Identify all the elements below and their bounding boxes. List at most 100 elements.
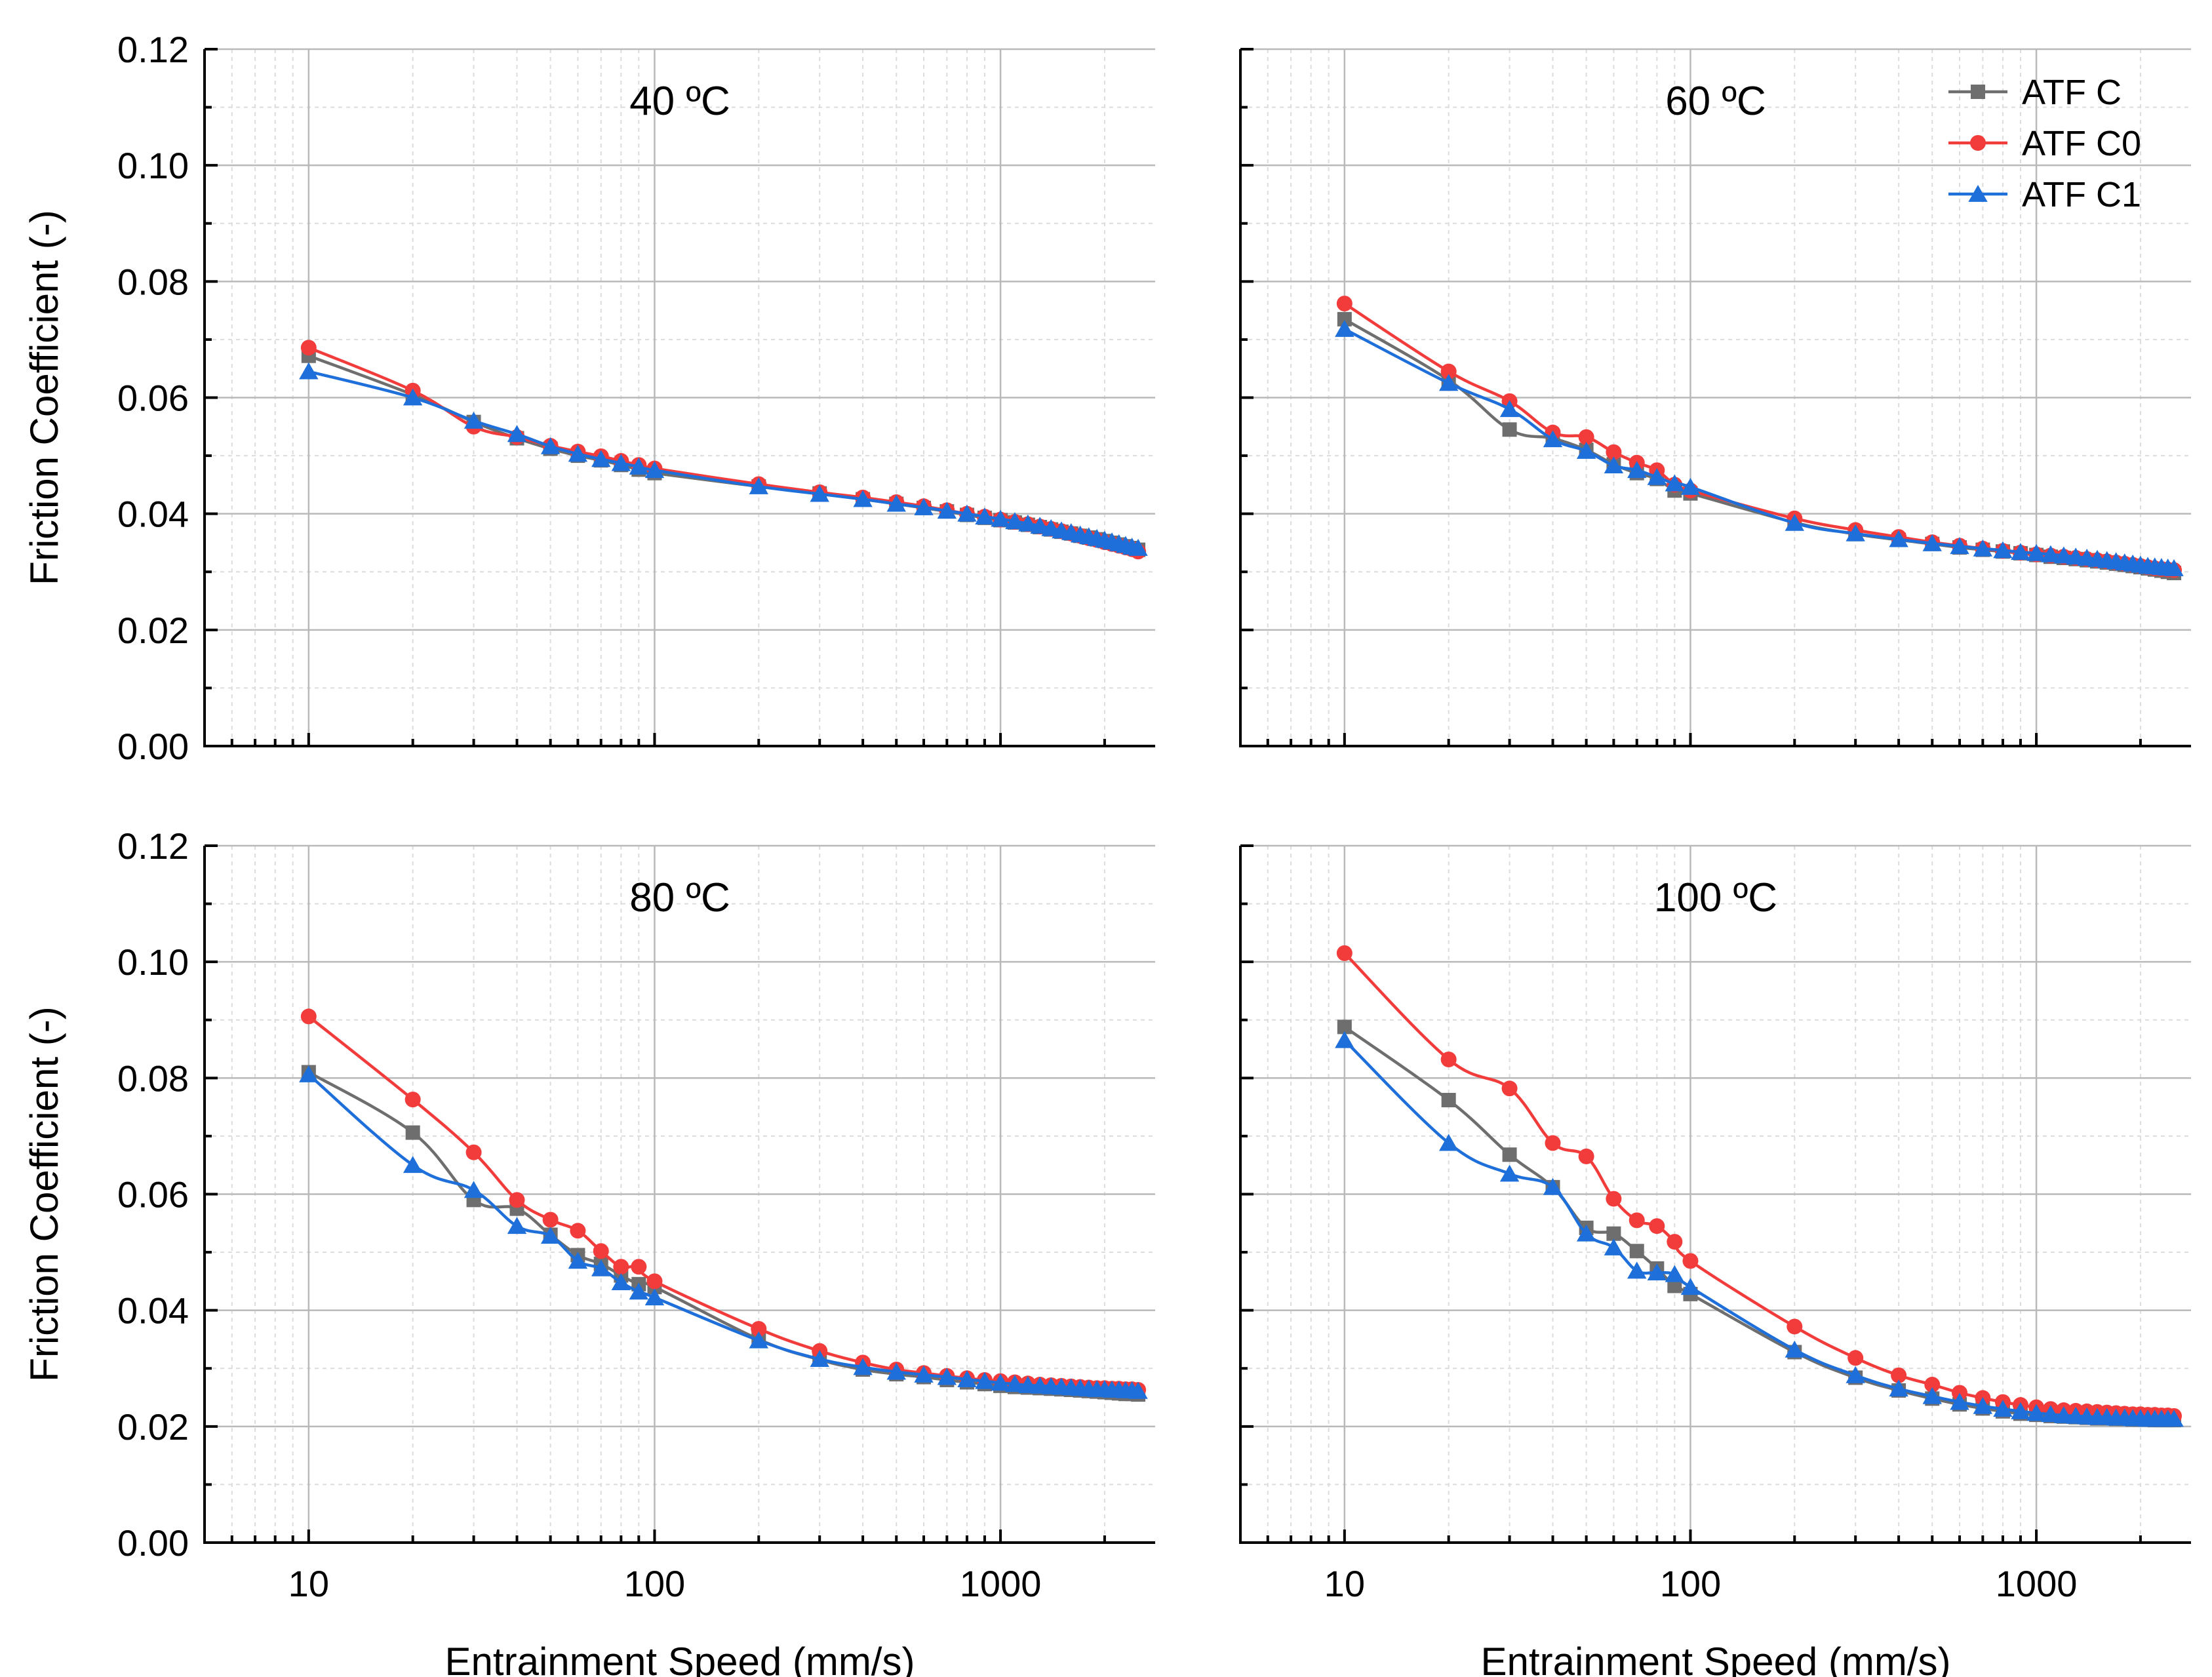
data-point (1973, 1396, 1993, 1414)
data-point (509, 1192, 525, 1208)
data-point (957, 504, 977, 522)
data-point (1335, 319, 1354, 337)
data-point (1891, 1367, 1907, 1383)
data-point (749, 477, 768, 494)
data-point (540, 1227, 561, 1244)
legend: ATF C ATF C0 ATF C1 (1948, 73, 2141, 214)
data-point (403, 1156, 423, 1174)
series-line (1343, 1039, 2174, 1421)
data-point (540, 437, 561, 454)
data-point (1578, 1148, 1594, 1164)
y-tick-label: 0.06 (117, 1174, 189, 1215)
data-point (810, 484, 829, 502)
legend-marker (1971, 85, 1985, 99)
data-point (2026, 1404, 2046, 1421)
legend-label: ATF C1 (2022, 175, 2141, 214)
data-point (593, 1243, 609, 1259)
data-point (1993, 1400, 2013, 1417)
data-point (1018, 514, 1038, 532)
legend-item: ATF C0 (1948, 124, 2141, 163)
data-point (1336, 945, 1353, 961)
data-point (1950, 1392, 1969, 1410)
x-tick-label: 1000 (1996, 1563, 2078, 1604)
data-point (1606, 1226, 1621, 1241)
x-tick-label: 100 (624, 1563, 685, 1604)
data-point (1787, 1318, 1803, 1335)
data-point (1973, 539, 1993, 557)
y-tick-label: 0.00 (117, 726, 189, 767)
series-atf-c (1337, 1019, 2182, 1428)
data-point (1629, 1212, 1645, 1229)
data-point (568, 444, 588, 462)
data-point (1604, 456, 1624, 474)
data-point (1502, 422, 1517, 437)
data-point (646, 1273, 663, 1290)
data-point (1499, 1164, 1520, 1182)
data-point (611, 1273, 631, 1291)
data-point (2041, 545, 2061, 562)
data-point (2011, 543, 2030, 561)
y-tick-label: 0.10 (117, 145, 189, 186)
data-point (1604, 1238, 1624, 1255)
data-point (1889, 530, 1908, 547)
data-point (1606, 1191, 1622, 1207)
data-point (1846, 1366, 1865, 1383)
data-point (629, 457, 649, 475)
data-point (1543, 430, 1563, 448)
data-point (937, 1368, 957, 1385)
data-point (2026, 543, 2046, 561)
data-point (1543, 1177, 1563, 1195)
legend-item: ATF C1 (1948, 175, 2141, 214)
data-point (1438, 1134, 1459, 1151)
data-point (1576, 441, 1596, 459)
data-point (300, 340, 317, 356)
data-point (405, 1125, 420, 1140)
legend-item: ATF C (1948, 73, 2122, 112)
data-point (1647, 1263, 1667, 1280)
data-point (1665, 1265, 1685, 1282)
series-line (307, 1015, 1139, 1392)
data-point (1627, 461, 1647, 479)
data-point (1440, 1051, 1457, 1067)
legend-label: ATF C0 (2022, 124, 2141, 163)
series-atf-c (301, 1065, 1146, 1402)
data-point (1993, 541, 2013, 559)
data-point (1578, 429, 1594, 445)
data-point (1030, 517, 1050, 534)
data-point (991, 1373, 1010, 1391)
series-atf-c (1337, 311, 2182, 581)
data-point (591, 450, 611, 467)
y-tick-label: 0.00 (117, 1522, 189, 1564)
data-point (1950, 537, 1969, 555)
data-point (1337, 1019, 1352, 1035)
panel-title: 60 ºC (1665, 79, 1766, 124)
series-line (1343, 327, 2175, 570)
data-point (991, 509, 1010, 527)
data-point (1005, 1375, 1025, 1392)
data-point (405, 1092, 421, 1108)
data-point (1785, 513, 1804, 531)
data-point (629, 1282, 649, 1300)
data-point (465, 1144, 482, 1160)
data-point (1576, 1224, 1596, 1242)
data-point (1441, 1092, 1456, 1107)
panel-title: 100 ºC (1654, 875, 1777, 920)
series-line (307, 1073, 1139, 1393)
data-point (568, 1252, 588, 1269)
data-point (1337, 311, 1352, 326)
data-point (631, 1259, 647, 1275)
series-line (1343, 1025, 2174, 1422)
series-line (1343, 302, 2175, 572)
series-atf-c1 (1335, 319, 2184, 576)
data-point (751, 1321, 767, 1337)
data-point (1440, 363, 1457, 380)
y-tick-label: 0.06 (117, 378, 189, 419)
data-point (1682, 1253, 1699, 1269)
data-point (2054, 546, 2074, 564)
data-point (2054, 1406, 2074, 1423)
data-point (1336, 295, 1353, 311)
data-point (1627, 1261, 1647, 1279)
data-point (1438, 374, 1459, 391)
x-tick-label: 100 (1660, 1563, 1721, 1604)
